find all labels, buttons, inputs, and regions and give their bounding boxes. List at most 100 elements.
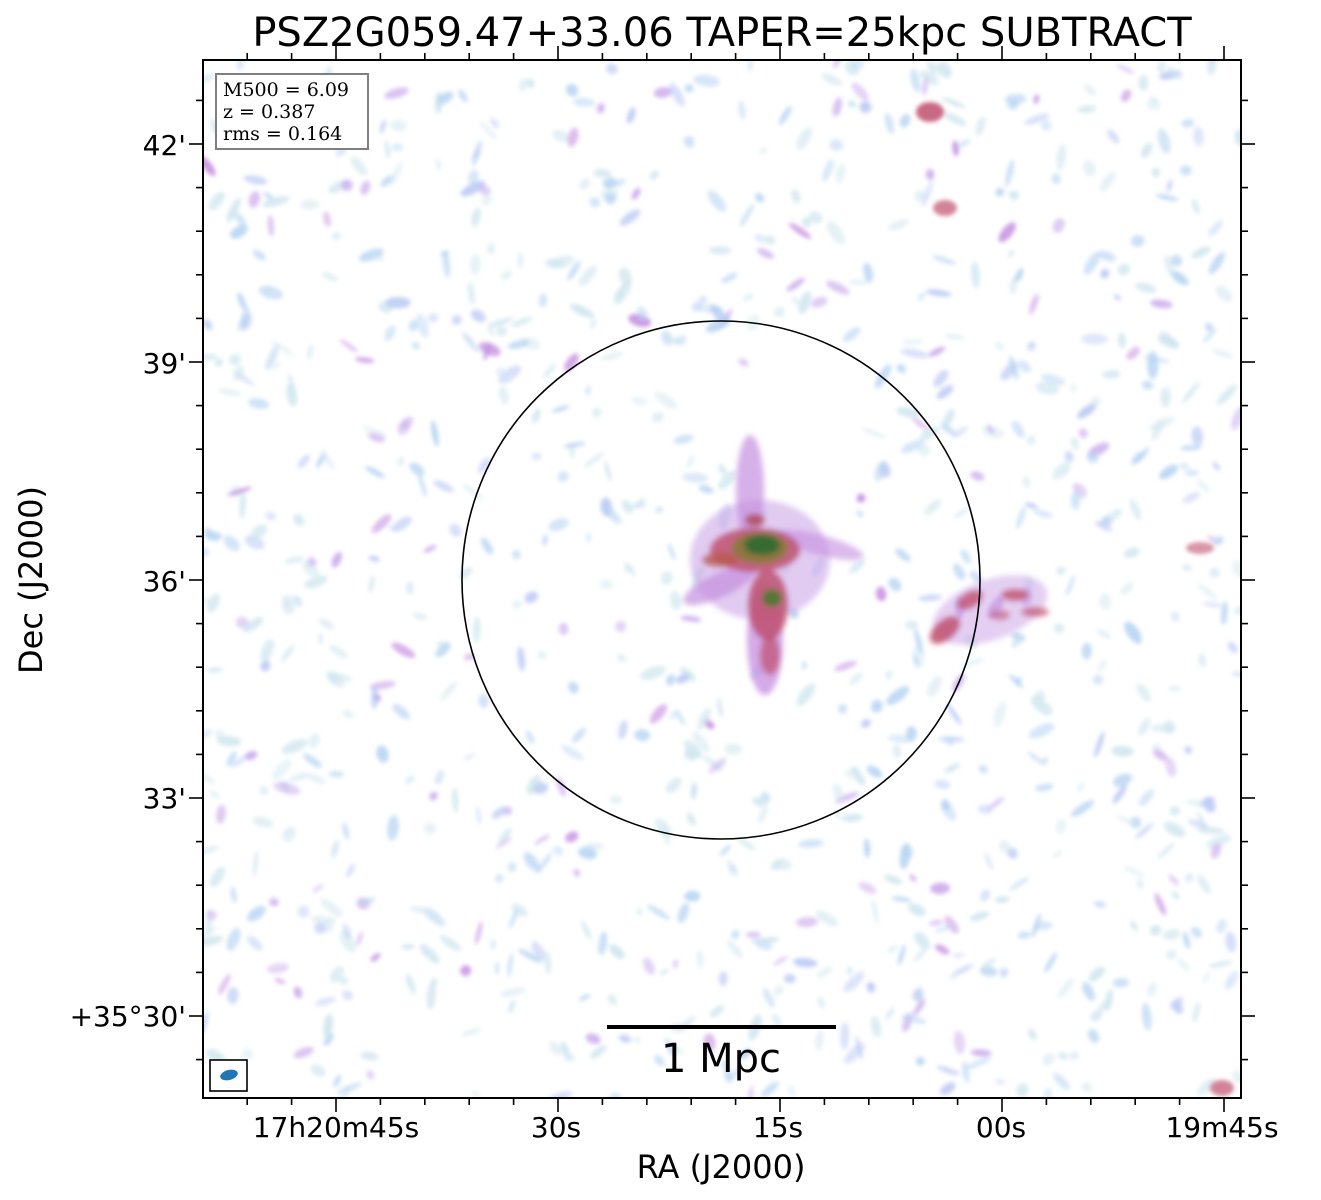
noise-blob	[847, 99, 857, 109]
noise-blob	[792, 957, 818, 968]
noise-blob	[609, 795, 622, 804]
noise-blob	[424, 822, 436, 835]
noise-blob	[1028, 1028, 1037, 1041]
noise-blob	[679, 667, 696, 682]
noise-blob	[684, 748, 698, 761]
noise-blob	[462, 332, 479, 353]
noise-blob	[1056, 566, 1066, 575]
noise-blob	[1076, 494, 1086, 500]
noise-blob	[953, 563, 966, 580]
noise-blob	[940, 423, 958, 437]
noise-blob	[339, 930, 356, 953]
noise-blob	[247, 905, 266, 922]
noise-blob	[320, 898, 343, 918]
noise-blob	[896, 363, 907, 374]
noise-blob	[1180, 445, 1202, 451]
noise-blob	[350, 156, 368, 176]
noise-blob	[404, 775, 415, 784]
noise-blob	[472, 1091, 480, 1098]
noise-blob	[846, 966, 853, 975]
noise-blob	[684, 740, 703, 759]
noise-blob	[774, 307, 786, 318]
noise-blob	[874, 460, 888, 482]
noise-blob	[542, 363, 556, 379]
x-tick-label: 00s	[976, 1111, 1026, 1144]
noise-blob	[1124, 621, 1142, 644]
noise-blob	[649, 170, 659, 181]
noise-blob	[578, 265, 597, 287]
noise-blob	[1035, 783, 1054, 792]
noise-blob	[231, 755, 248, 768]
noise-blob	[241, 1048, 253, 1060]
noise-blob	[323, 1013, 333, 1039]
noise-blob	[328, 771, 344, 778]
noise-blob	[238, 306, 250, 331]
noise-blob	[1014, 268, 1024, 282]
noise-blob	[1015, 676, 1022, 685]
noise-blob	[423, 545, 437, 553]
noise-blob	[895, 548, 911, 562]
noise-blob	[1225, 931, 1237, 953]
noise-blob	[851, 82, 869, 101]
noise-blob	[401, 944, 415, 950]
noise-blob	[547, 1091, 573, 1098]
noise-blob	[411, 341, 421, 350]
noise-blob	[223, 535, 240, 551]
noise-blob	[519, 78, 527, 93]
noise-blob	[228, 353, 241, 366]
noise-blob	[1024, 502, 1038, 509]
noise-blob	[1155, 193, 1179, 202]
noise-blob	[1164, 756, 1177, 778]
noise-blob	[919, 70, 939, 85]
noise-blob	[531, 941, 546, 961]
noise-blob	[821, 73, 842, 86]
noise-blob	[478, 342, 501, 357]
noise-blob	[960, 657, 985, 669]
noise-blob	[896, 407, 921, 418]
noise-blob	[643, 957, 655, 975]
noise-blob	[227, 486, 252, 496]
noise-blob	[1018, 360, 1032, 373]
noise-blob	[490, 118, 499, 129]
noise-blob	[242, 617, 264, 633]
noise-blob	[707, 190, 727, 212]
noise-blob	[901, 1014, 927, 1024]
noise-blob	[945, 736, 955, 747]
noise-blob	[565, 831, 579, 843]
noise-blob	[772, 1013, 781, 1027]
noise-blob	[1053, 1072, 1070, 1090]
noise-blob	[1065, 574, 1076, 597]
noise-blob	[698, 485, 714, 494]
noise-blob	[666, 674, 676, 686]
noise-blob	[1116, 64, 1135, 74]
noise-blob	[692, 731, 710, 753]
noise-blob	[672, 959, 679, 969]
noise-blob	[993, 702, 1007, 728]
noise-blob	[203, 354, 217, 361]
noise-blob	[498, 385, 509, 405]
noise-blob	[815, 911, 839, 927]
noise-blob	[1169, 997, 1184, 1010]
noise-blob	[1171, 611, 1180, 622]
noise-blob	[371, 685, 379, 709]
noise-blob	[1150, 299, 1173, 309]
noise-blob	[293, 1046, 314, 1059]
noise-blob	[523, 852, 540, 872]
noise-blob	[1083, 160, 1096, 177]
noise-blob	[306, 773, 326, 784]
noise-blob	[215, 728, 225, 741]
noise-blob	[731, 929, 740, 939]
noise-blob	[861, 718, 871, 728]
noise-blob	[458, 89, 468, 103]
noise-blob	[487, 317, 514, 328]
noise-blob	[1081, 333, 1108, 345]
noise-blob	[470, 309, 486, 323]
noise-blob	[761, 1081, 779, 1097]
noise-blob	[1120, 582, 1134, 595]
noise-blob	[863, 262, 874, 283]
noise-blob	[856, 509, 864, 518]
noise-blob	[1231, 560, 1241, 579]
noise-blob	[884, 113, 894, 134]
noise-blob	[738, 358, 749, 367]
noise-blob	[585, 1033, 601, 1045]
